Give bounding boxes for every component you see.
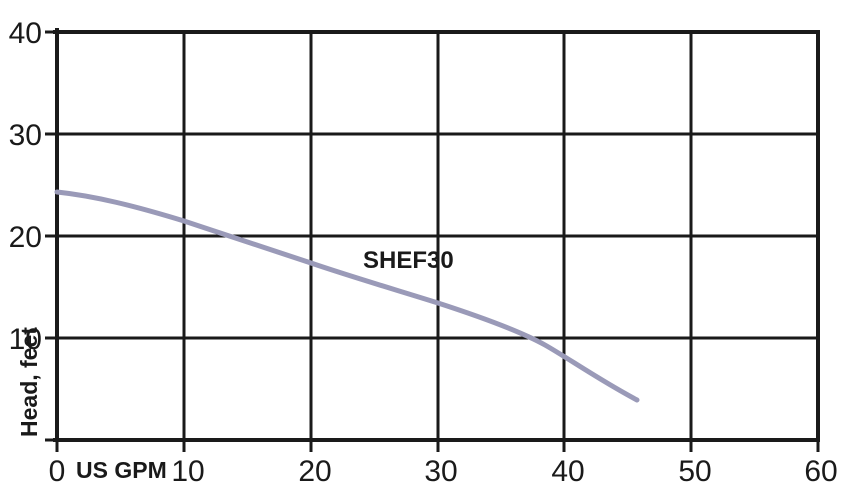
- series-annotation-shef30: SHEF30: [363, 247, 454, 274]
- xtick-label-60: 60: [804, 455, 837, 488]
- xtick-label-0: 0: [49, 455, 66, 488]
- xtick-label-10: 10: [171, 455, 204, 488]
- xtick-label-20: 20: [298, 455, 331, 488]
- xtick-label-50: 50: [678, 455, 711, 488]
- xtick-label-40: 40: [551, 455, 584, 488]
- ytick-label-20: 20: [9, 221, 42, 254]
- xtick-label-30: 30: [424, 455, 457, 488]
- ytick-label-30: 30: [9, 119, 42, 152]
- x-axis-unit-label: US GPM: [76, 457, 167, 483]
- ytick-label-40: 40: [9, 17, 42, 50]
- y-axis-title: Head, feet: [16, 327, 42, 437]
- x-axis-ticks: [55, 440, 820, 452]
- series-line-shef30: [54, 189, 640, 403]
- y-axis-tick-labels: 40 30 20 10: [9, 17, 42, 356]
- ytick-label-10: 10: [9, 323, 42, 356]
- vertical-gridlines: [182, 32, 693, 440]
- y-axis-ticks: [45, 30, 57, 442]
- x-axis-tick-labels: 0 10 20 30 40 50 60: [49, 455, 838, 488]
